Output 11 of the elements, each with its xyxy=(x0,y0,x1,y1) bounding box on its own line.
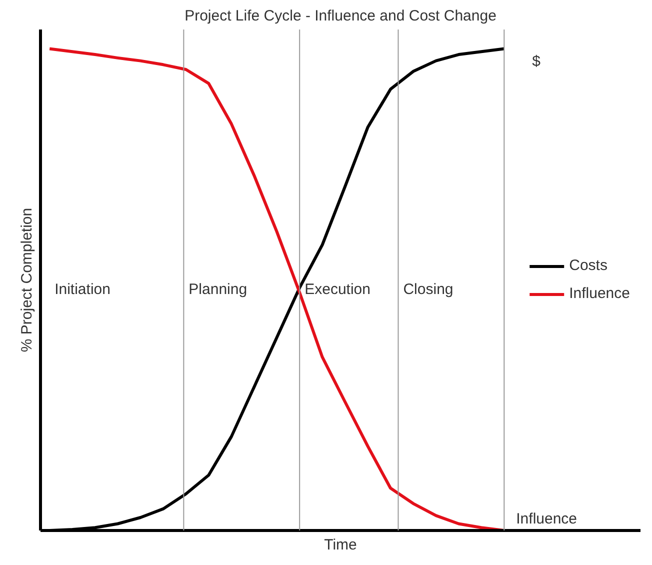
annotation: Closing xyxy=(403,281,454,298)
annotation: Planning xyxy=(188,281,248,298)
text: $ xyxy=(532,52,542,70)
text: Influence xyxy=(516,510,578,528)
x-axis-title: Time xyxy=(324,536,357,554)
annotation: Initiation xyxy=(54,281,110,298)
legend-label: Costs xyxy=(569,257,608,274)
chart-title: Project Life Cycle - Influence and Cost Change xyxy=(184,8,496,24)
legend-label: Influence xyxy=(569,285,630,302)
annotation: Execution xyxy=(304,281,370,298)
y-axis-title: % Project Completion xyxy=(18,208,36,352)
